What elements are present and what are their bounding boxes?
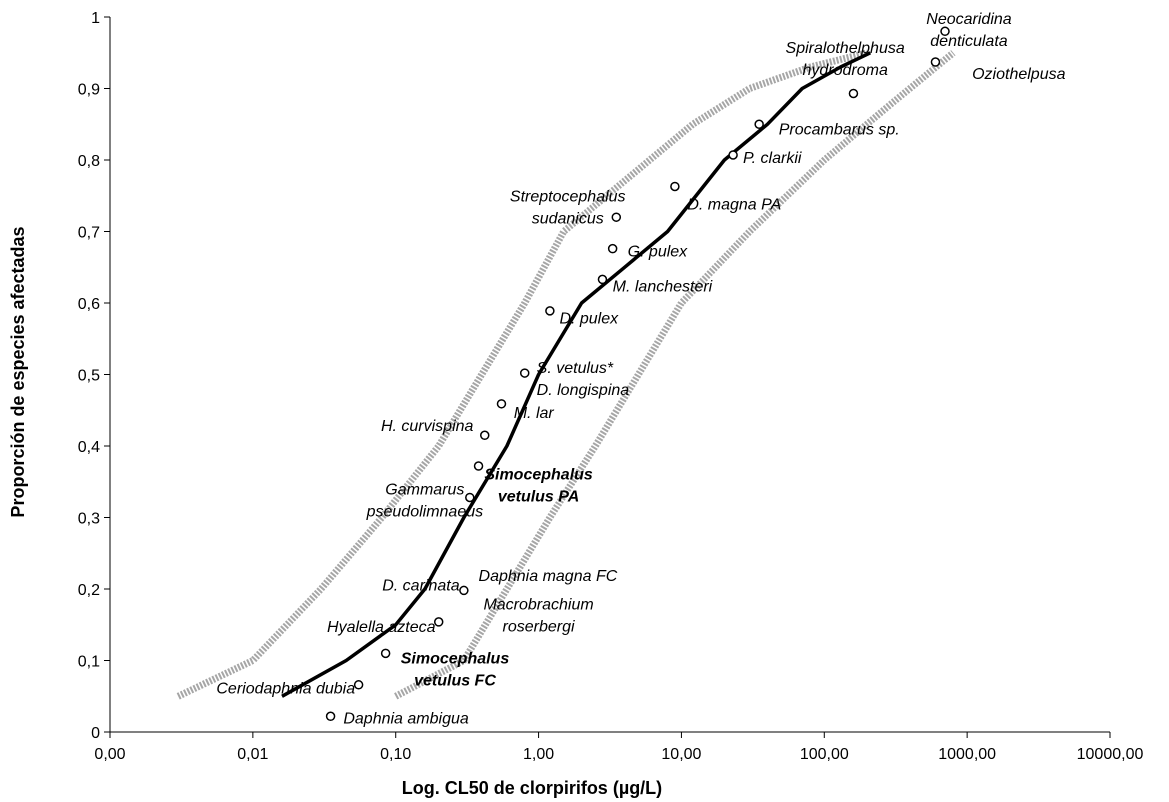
data-point bbox=[519, 368, 530, 378]
data-point bbox=[930, 57, 941, 67]
y-axis-title: Proporción de especies afectadas bbox=[8, 226, 28, 517]
x-tick-label: 1,00 bbox=[523, 746, 554, 763]
confidence-bands bbox=[176, 49, 956, 700]
data-point bbox=[545, 306, 555, 316]
x-tick-label: 0,10 bbox=[380, 746, 411, 763]
species-label: Oziothelpusa bbox=[972, 66, 1065, 83]
species-labels: Neocaridina denticulata Spiralothelphusa hy… bbox=[216, 11, 1065, 727]
data-point bbox=[597, 274, 608, 285]
data-point bbox=[473, 461, 484, 471]
species-label: Simocephalus vetulus PA bbox=[484, 467, 593, 506]
species-label: H. curvispina bbox=[381, 418, 474, 435]
y-tick-label: 0,7 bbox=[78, 225, 100, 242]
data-point bbox=[496, 399, 507, 409]
chart-axes: 0,00 0,01 0,10 1,00 10,00 100,00 1000,00 10000,… bbox=[78, 10, 1144, 763]
species-label: D. pulex bbox=[559, 311, 619, 328]
data-point bbox=[611, 212, 622, 222]
species-label: D. carinata bbox=[382, 577, 459, 594]
y-tick-label: 0,1 bbox=[78, 654, 100, 671]
y-tick-label: 0,8 bbox=[78, 153, 100, 170]
species-label: Ceriodaphnia dubia bbox=[216, 680, 355, 697]
species-label: Hyalella azteca bbox=[327, 619, 436, 636]
species-label: Neocaridina denticulata bbox=[926, 11, 1011, 50]
data-point bbox=[325, 711, 336, 722]
species-label: Daphnia ambigua bbox=[343, 710, 469, 727]
data-point bbox=[848, 88, 859, 99]
species-label: Daphnia magna FC bbox=[479, 568, 618, 585]
species-label: Procambarus sp. bbox=[779, 121, 900, 138]
species-label: M. lar bbox=[514, 405, 555, 422]
y-tick-label: 0,5 bbox=[78, 368, 100, 385]
data-point bbox=[607, 243, 618, 254]
y-tick-label: 0,6 bbox=[78, 296, 100, 313]
species-label: Macrobrachium roserbergi bbox=[483, 597, 593, 636]
species-label: Simocephalus vetulus FC bbox=[401, 650, 510, 689]
data-point bbox=[479, 430, 490, 441]
fitted-curve bbox=[281, 51, 872, 698]
species-label: Spiralothelphusa hydrodroma bbox=[786, 40, 905, 79]
species-label: S. vetulus* bbox=[537, 360, 614, 377]
species-label: P. clarkii bbox=[743, 150, 802, 167]
y-tick-label: 0,4 bbox=[78, 439, 100, 456]
data-points bbox=[325, 26, 950, 722]
data-point bbox=[459, 585, 469, 596]
data-point bbox=[353, 680, 364, 690]
x-tick-label: 10000,00 bbox=[1077, 746, 1144, 763]
lower-band-line bbox=[176, 49, 869, 700]
data-point bbox=[670, 181, 680, 192]
data-point bbox=[728, 150, 738, 160]
data-point bbox=[433, 617, 444, 627]
x-tick-label: 10,00 bbox=[661, 746, 701, 763]
x-tick-label: 0,00 bbox=[94, 746, 125, 763]
species-label: D. magna PA bbox=[687, 196, 781, 213]
species-label: Streptocephalus sudanicus bbox=[510, 188, 626, 227]
species-label: M. lanchesteri bbox=[613, 279, 713, 296]
y-tick-label: 0,9 bbox=[78, 82, 100, 99]
y-tick-label: 0,3 bbox=[78, 511, 100, 528]
x-axis-title: Log. CL50 de clorpirifos (µg/L) bbox=[402, 778, 662, 798]
fit-line bbox=[281, 51, 872, 698]
y-tick-label: 0 bbox=[91, 725, 100, 742]
species-label: Gammarus pseudolimnaeus bbox=[366, 482, 484, 521]
species-label: D. longispina bbox=[537, 382, 630, 399]
x-tick-label: 0,01 bbox=[237, 746, 268, 763]
x-tick-label: 100,00 bbox=[800, 746, 849, 763]
data-point bbox=[465, 492, 475, 503]
species-label: G. pulex bbox=[628, 244, 689, 261]
data-point bbox=[940, 26, 950, 37]
data-point bbox=[754, 119, 764, 129]
data-point bbox=[380, 648, 391, 659]
x-tick-label: 1000,00 bbox=[938, 746, 996, 763]
y-tick-label: 1 bbox=[91, 10, 100, 27]
y-tick-label: 0,2 bbox=[78, 582, 100, 599]
